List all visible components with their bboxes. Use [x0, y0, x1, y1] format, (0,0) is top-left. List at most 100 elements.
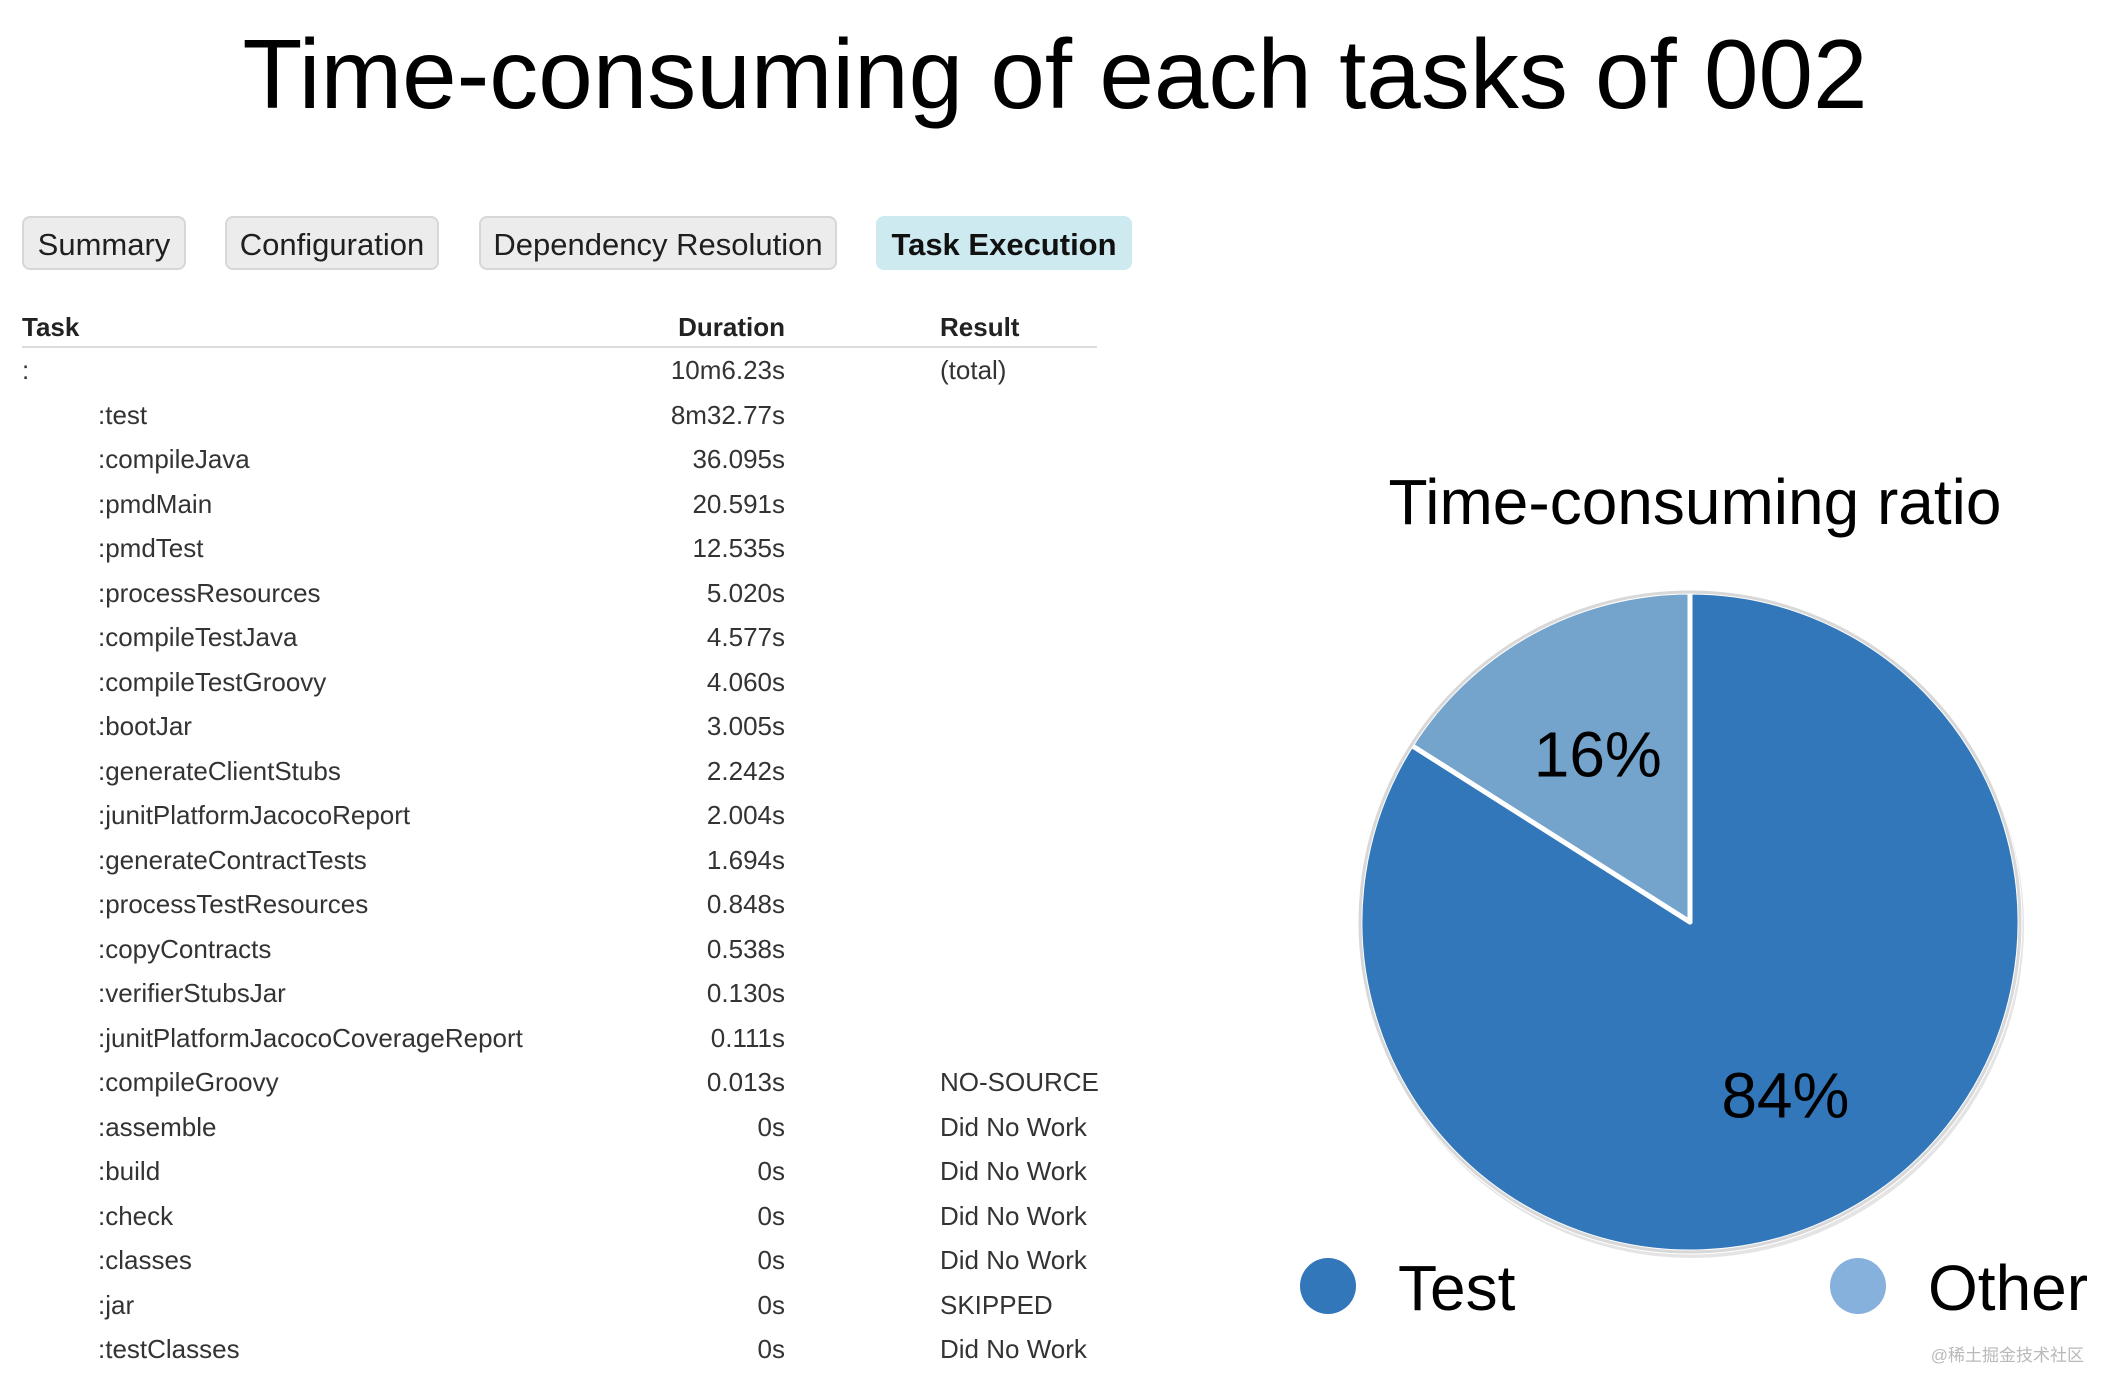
task-name-cell: :bootJar	[98, 711, 192, 741]
task-name-cell: :compileTestJava	[98, 622, 298, 652]
table-row: :junitPlatformJacocoCoverageReport 0.111s	[22, 1016, 1097, 1061]
table-row: :generateContractTests 1.694s	[22, 838, 1097, 883]
table-header: Task Duration Result	[22, 312, 1097, 348]
result-cell: Did No Work	[940, 1245, 1087, 1275]
task-name-cell: :generateContractTests	[98, 844, 367, 875]
table-row: :compileTestGroovy 4.060s	[22, 660, 1097, 705]
table-row: :verifierStubsJar 0.130s	[22, 971, 1097, 1016]
pie-outline	[1358, 590, 2022, 1254]
tab-dependency-resolution[interactable]: Dependency Resolution	[479, 216, 837, 270]
table-row: :processResources 5.020s	[22, 571, 1097, 616]
task-name-cell: :junitPlatformJacocoCoverageReport	[98, 1022, 523, 1053]
table-row: :processTestResources 0.848s	[22, 882, 1097, 927]
task-name-cell: :check	[98, 1200, 174, 1231]
task-name-cell: :assemble	[98, 1111, 217, 1142]
duration-cell: 0.848s	[706, 889, 785, 919]
pie-chart-svg: 84% 16%	[1357, 589, 2024, 1258]
table-row: :copyContracts 0.538s	[22, 927, 1097, 972]
duration-cell: 36.095s	[692, 444, 785, 474]
table-row: :junitPlatformJacocoReport 2.004s	[22, 793, 1097, 838]
table-row: :pmdTest 12.535s	[22, 526, 1097, 571]
duration-cell: 0s	[757, 1200, 785, 1231]
table-row: :compileJava 36.095s	[22, 437, 1097, 482]
task-name-cell: :compileGroovy	[98, 1067, 279, 1097]
chart-title: Time-consuming ratio	[1388, 466, 2002, 538]
duration-cell: 0s	[757, 1156, 785, 1186]
duration-cell: 5.020s	[706, 577, 785, 608]
duration-cell: 3.005s	[706, 711, 785, 741]
result-cell: NO-SOURCE	[940, 1067, 1099, 1097]
legend-label-other: Other	[1928, 1252, 2089, 1324]
task-name-cell: :pmdTest	[98, 533, 204, 563]
table-row: :classes 0s Did No Work	[22, 1238, 1097, 1283]
table-row: :bootJar 3.005s	[22, 704, 1097, 749]
table-row: :jar 0s SKIPPED	[22, 1283, 1097, 1328]
duration-cell: 0s	[757, 1289, 785, 1320]
table-body: : 10m6.23s (total) :test 8m32.77s :compileJav…	[22, 348, 1099, 1372]
tab-summary[interactable]: Summary	[22, 216, 186, 270]
task-name-cell: :compileTestGroovy	[98, 666, 327, 697]
result-cell: Did No Work	[940, 1334, 1087, 1364]
duration-cell: 0s	[757, 1111, 785, 1142]
duration-cell: 2.004s	[706, 800, 785, 830]
column-header-result: Result	[940, 312, 1020, 342]
result-cell: Did No Work	[940, 1156, 1087, 1186]
duration-cell: 8m32.77s	[670, 399, 785, 430]
legend-label-test: Test	[1398, 1252, 1516, 1324]
pie-chart: 84% 16%	[1340, 572, 2040, 1272]
table-row: : 10m6.23s (total)	[22, 348, 1097, 393]
table-row: :compileTestJava 4.577s	[22, 615, 1097, 660]
duration-cell: 12.535s	[692, 533, 785, 563]
table-row: :check 0s Did No Work	[22, 1194, 1097, 1239]
task-name-cell: :generateClientStubs	[98, 755, 341, 786]
duration-cell: 2.242s	[706, 755, 785, 786]
pie-label-test: 84%	[1721, 1060, 1849, 1132]
duration-cell: 0s	[757, 1245, 785, 1275]
task-name-cell: :copyContracts	[98, 933, 272, 964]
duration-cell: 0s	[757, 1334, 785, 1364]
task-name-cell: :classes	[98, 1245, 192, 1275]
table-row: :generateClientStubs 2.242s	[22, 749, 1097, 794]
task-name-cell: :processResources	[98, 577, 321, 608]
pie-label-other: 16%	[1534, 718, 1662, 790]
tab-configuration[interactable]: Configuration	[225, 216, 439, 270]
legend-swatch-other	[1830, 1258, 1886, 1314]
task-execution-table: Task Duration Result : 10m6.23s (total) :te…	[22, 312, 1099, 1372]
task-name-cell: :verifierStubsJar	[98, 978, 286, 1008]
legend-item-test: Test	[1300, 1248, 1600, 1328]
slide-title: Time-consuming of each tasks of 002	[242, 19, 1868, 129]
result-cell: SKIPPED	[940, 1289, 1053, 1320]
duration-cell: 0.538s	[706, 933, 785, 964]
table-row: :test 8m32.77s	[22, 393, 1097, 438]
duration-cell: 0.111s	[710, 1022, 785, 1053]
column-header-duration: Duration	[678, 312, 785, 342]
legend-swatch-test	[1300, 1258, 1356, 1314]
task-name-cell: :compileJava	[98, 444, 250, 474]
duration-cell: 0.130s	[706, 978, 785, 1008]
table-row: :pmdMain 20.591s	[22, 482, 1097, 527]
result-cell: Did No Work	[940, 1200, 1087, 1231]
watermark: @稀土掘金技术社区	[1930, 1346, 2084, 1365]
tab-task-execution[interactable]: Task Execution	[876, 216, 1132, 270]
column-header-task: Task	[22, 312, 80, 342]
task-name-cell: :pmdMain	[98, 488, 213, 519]
duration-cell: 4.577s	[706, 622, 785, 652]
legend-item-other: Other	[1830, 1248, 2110, 1328]
result-cell: (total)	[940, 355, 1007, 385]
task-name-cell: :processTestResources	[98, 889, 369, 919]
result-cell: Did No Work	[940, 1111, 1087, 1142]
table-row: :assemble 0s Did No Work	[22, 1105, 1097, 1150]
task-name-cell: :testClasses	[98, 1334, 240, 1364]
task-name-cell: :junitPlatformJacocoReport	[98, 800, 411, 830]
table-row: :build 0s Did No Work	[22, 1149, 1097, 1194]
duration-cell: 20.591s	[692, 488, 785, 519]
duration-cell: 10m6.23s	[670, 355, 785, 385]
task-name-cell: :build	[98, 1156, 161, 1186]
task-name-cell: :jar	[98, 1289, 135, 1320]
task-name-cell: :test	[98, 399, 148, 430]
duration-cell: 0.013s	[706, 1067, 785, 1097]
task-name-cell: :	[22, 355, 30, 385]
table-row: :compileGroovy 0.013s NO-SOURCE	[22, 1060, 1099, 1105]
table-row: :testClasses 0s Did No Work	[22, 1327, 1097, 1372]
duration-cell: 4.060s	[706, 666, 785, 697]
